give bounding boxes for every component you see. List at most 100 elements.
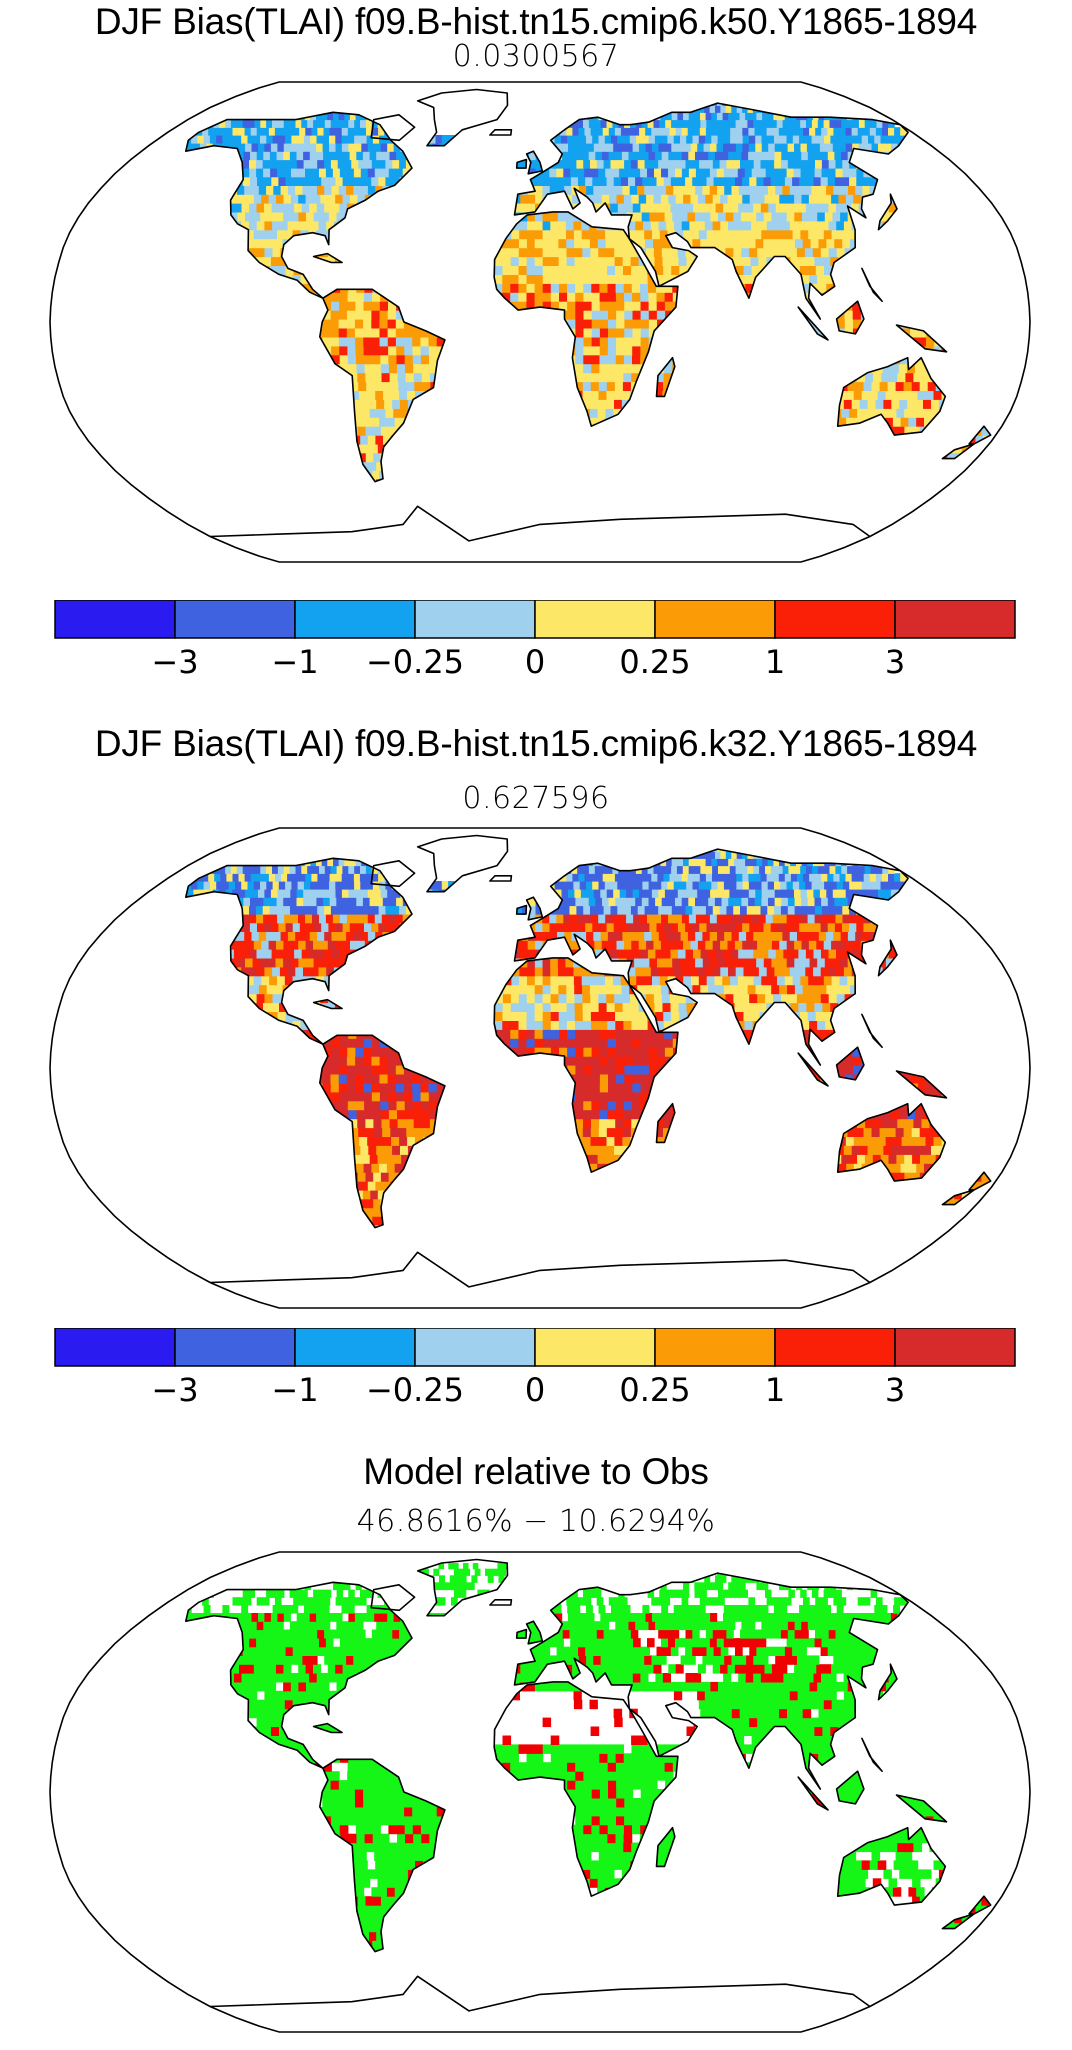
grid-cell (486, 478, 495, 482)
grid-cell (141, 239, 150, 249)
grid-cell (881, 127, 889, 136)
grid-cell (720, 372, 729, 383)
grid-cell (277, 452, 286, 463)
grid-cell (886, 256, 895, 266)
grid-cell (534, 354, 544, 365)
grid-cell (448, 408, 457, 418)
grid-cell (542, 336, 552, 347)
grid-cell (733, 247, 742, 258)
grid-cell (712, 220, 721, 231)
grid-cell (204, 372, 213, 383)
grid-cell (512, 435, 521, 445)
grid-cell (919, 168, 927, 178)
grid-cell (563, 168, 571, 178)
grid-cell (113, 283, 122, 293)
grid-cell (897, 194, 906, 204)
grid-cell (469, 283, 479, 293)
grid-cell (703, 143, 711, 152)
grid-cell (461, 319, 470, 329)
grid-cell (639, 443, 648, 454)
grid-cell (555, 159, 564, 169)
grid-cell (479, 247, 488, 258)
grid-cell (317, 372, 326, 383)
grid-cell (855, 185, 864, 195)
grid-cell (746, 159, 755, 169)
grid-cell (951, 408, 960, 418)
grid-cell (796, 247, 806, 258)
grid-cell (754, 345, 763, 356)
grid-cell (168, 444, 176, 453)
grid-cell (398, 256, 408, 266)
grid-cell (260, 372, 270, 383)
grid-cell (640, 203, 649, 213)
grid-cell (203, 452, 212, 463)
grid-cell (196, 478, 204, 482)
grid-cell (164, 151, 171, 160)
grid-cell (445, 292, 454, 302)
grid-cell (315, 354, 324, 365)
grid-cell (467, 203, 476, 213)
grid-cell (607, 301, 617, 311)
grid-cell (339, 345, 348, 356)
grid-cell (526, 354, 536, 365)
grid-cell (835, 301, 845, 311)
grid-cell (800, 452, 809, 463)
grid-cell (667, 478, 675, 482)
grid-cell (789, 220, 799, 231)
grid-cell (570, 478, 578, 482)
grid-cell (249, 301, 259, 311)
grid-cell (191, 135, 198, 144)
grid-cell (658, 426, 667, 436)
grid-cell (439, 390, 448, 400)
grid-cell (185, 247, 194, 258)
grid-cell (386, 229, 395, 240)
grid-cell (770, 292, 779, 302)
grid-cell (314, 301, 324, 311)
grid-cell (284, 435, 293, 445)
grid-cell (404, 292, 414, 302)
grid-cell (209, 292, 219, 302)
grid-cell (527, 211, 536, 222)
grid-cell (319, 426, 328, 436)
grid-cell (550, 274, 560, 284)
grid-cell (526, 399, 536, 409)
grid-cell (449, 417, 458, 427)
grid-cell (869, 310, 878, 320)
grid-cell (955, 417, 964, 427)
grid-cell (989, 292, 991, 302)
grid-cell (142, 426, 150, 436)
grid-cell (616, 319, 625, 329)
grid-cell (291, 408, 300, 418)
grid-cell (150, 382, 159, 392)
grid-cell (948, 203, 957, 213)
grid-cell (821, 151, 829, 161)
grid-cell (942, 256, 951, 266)
grid-cell (406, 143, 414, 152)
grid-cell (153, 292, 162, 302)
grid-cell (149, 239, 158, 249)
grid-cell (785, 452, 794, 463)
grid-cell (218, 220, 227, 231)
grid-cell (172, 168, 180, 177)
grid-cell (250, 426, 259, 436)
grid-cell (465, 168, 474, 178)
grid-cell (200, 168, 208, 178)
grid-cell (389, 478, 398, 482)
grid-cell (607, 283, 617, 293)
grid-cell (639, 143, 647, 152)
grid-cell (323, 292, 332, 302)
grid-cell (577, 470, 586, 480)
grid-cell (853, 119, 860, 128)
grid-cell (694, 478, 703, 482)
grid-cell (189, 478, 197, 482)
grid-cell (550, 265, 560, 275)
grid-cell (925, 229, 934, 240)
grid-cell (420, 310, 430, 320)
grid-cell (755, 452, 764, 463)
grid-cell (803, 127, 810, 136)
grid-cell (958, 426, 967, 436)
grid-cell (673, 135, 681, 144)
grid-cell (819, 426, 828, 436)
grid-cell (849, 274, 859, 284)
grid-cell (363, 345, 373, 356)
